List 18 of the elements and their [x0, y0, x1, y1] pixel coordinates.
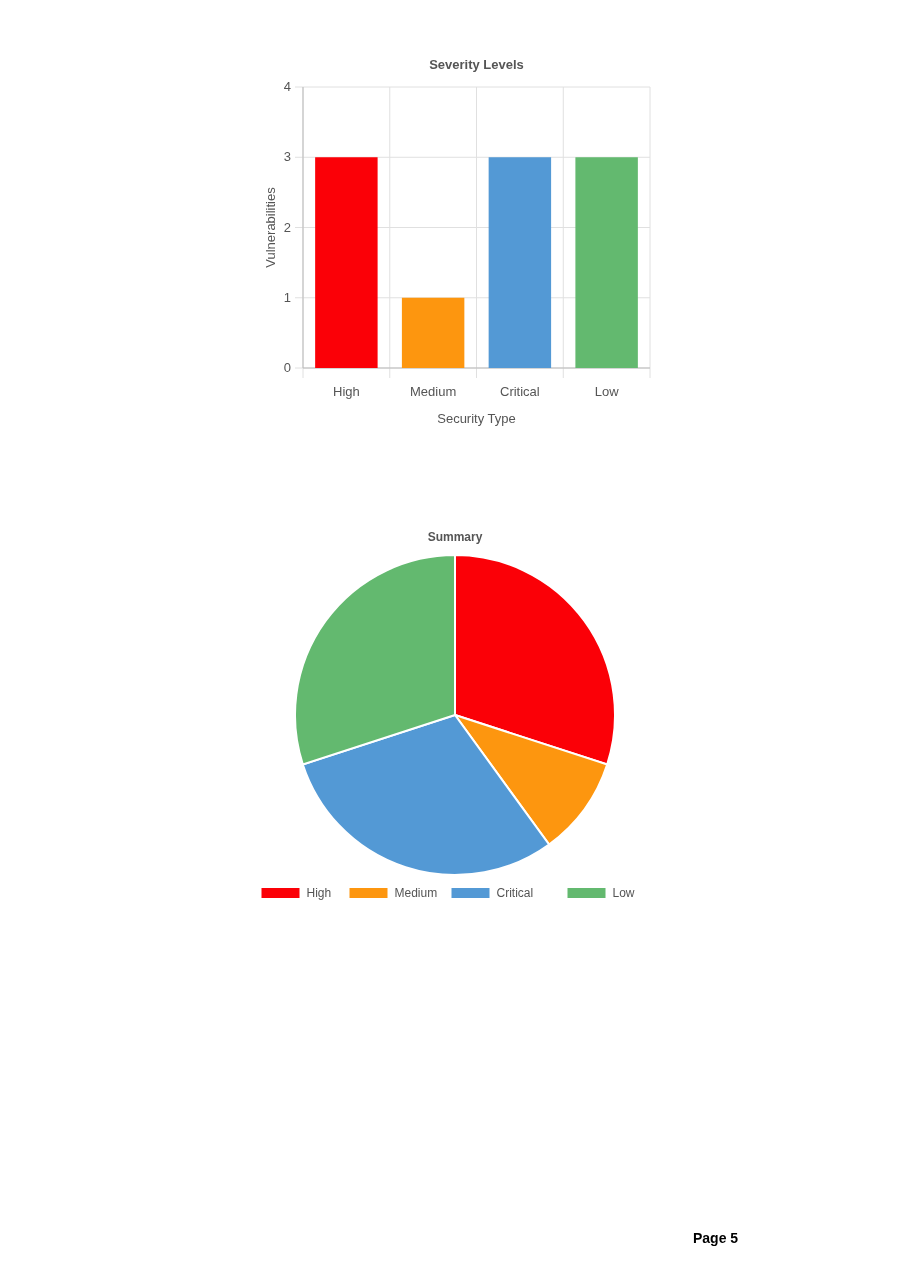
- text: Page 5: [693, 1230, 739, 1246]
- x-tick-label: Low: [594, 384, 620, 399]
- chart-title: Severity Levels: [429, 57, 524, 72]
- chart-title: Summary: [427, 530, 483, 544]
- y-tick-label: 4: [283, 79, 291, 94]
- legend-label: Low: [612, 886, 635, 900]
- y-tick-label: 1: [283, 289, 291, 305]
- y-tick-label: 2: [283, 219, 291, 235]
- x-tick-label: Medium: [410, 384, 457, 399]
- y-axis-title: Vulnerabilities: [263, 186, 278, 268]
- y-tick-label: 0: [283, 360, 291, 375]
- y-tick-label: 3: [283, 149, 291, 165]
- x-tick-label: High: [333, 384, 360, 399]
- legend-label: High: [306, 886, 332, 900]
- legend-label: Medium: [394, 886, 438, 900]
- x-tick-label: Critical: [500, 384, 540, 399]
- legend-label: Critical: [496, 886, 534, 900]
- x-axis-title: Security Type: [437, 411, 516, 426]
